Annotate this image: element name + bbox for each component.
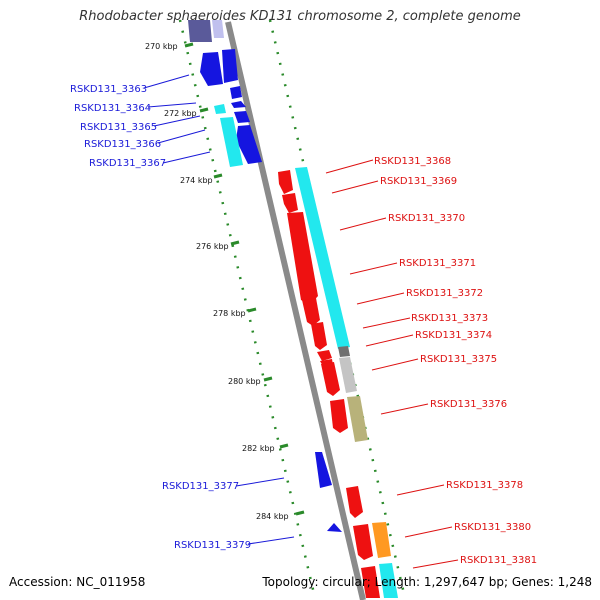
gene-label: RSKD131_3365 <box>80 122 157 133</box>
forward-labels: RSKD131_3368 RSKD131_3369 RSKD131_3370 R… <box>374 156 537 566</box>
cds-3376 <box>330 399 348 433</box>
cds-3367-cyan <box>220 117 243 167</box>
cds-3367 <box>236 125 262 164</box>
kbp-label: 278 kbp <box>213 309 246 318</box>
kbp-label: 282 kbp <box>242 444 275 453</box>
kbp-label: 274 kbp <box>180 176 213 185</box>
cds-3379 <box>327 523 342 532</box>
feature-faded-top <box>188 20 212 42</box>
cds-3364 <box>230 86 242 99</box>
accession-text: Accession: NC_011958 <box>9 575 146 589</box>
cds-3375 <box>321 362 340 396</box>
gene-label: RSKD131_3368 <box>374 156 451 167</box>
cds-3370 <box>287 212 318 305</box>
cds-3371 <box>302 298 320 326</box>
genome-summary-text: Topology: circular; Length: 1,297,647 bp… <box>262 575 592 589</box>
kbp-label: 284 kbp <box>256 512 289 521</box>
gene-label: RSKD131_3367 <box>89 158 166 169</box>
cds-3363-a <box>200 52 223 86</box>
cds-3373 <box>317 350 332 361</box>
cds-3372 <box>311 322 327 350</box>
forward-features <box>278 167 398 598</box>
kbp-label: 276 kbp <box>196 242 229 251</box>
cds-3366 <box>234 111 250 123</box>
genome-backbone <box>225 21 366 600</box>
gene-label: RSKD131_3374 <box>415 330 492 341</box>
gene-label: RSKD131_3369 <box>380 176 457 187</box>
feature-faded-top-2 <box>212 20 224 38</box>
forward-leaders <box>325 159 459 569</box>
gene-label: RSKD131_3375 <box>420 354 497 365</box>
gene-label: RSKD131_3371 <box>399 258 476 269</box>
cds-3380 <box>353 524 373 560</box>
gene-label: RSKD131_3363 <box>70 84 147 95</box>
kbp-labels: 270 kbp 272 kbp 274 kbp 276 kbp 278 kbp … <box>145 42 289 521</box>
cds-3365 <box>231 101 246 108</box>
cds-3365-cyan <box>214 104 226 114</box>
reverse-features <box>200 49 342 532</box>
gene-label: RSKD131_3379 <box>174 540 251 551</box>
gene-label: RSKD131_3370 <box>388 213 465 224</box>
cds-3368 <box>278 170 293 194</box>
feature-gray <box>339 357 357 393</box>
reverse-leaders <box>143 74 295 545</box>
cds-3363-b <box>222 49 238 83</box>
kbp-label: 270 kbp <box>145 42 178 51</box>
gene-label: RSKD131_3376 <box>430 399 507 410</box>
gene-label: RSKD131_3364 <box>74 103 151 114</box>
cds-3381 <box>361 566 380 598</box>
kbp-label: 280 kbp <box>228 377 261 386</box>
gene-label: RSKD131_3380 <box>454 522 531 533</box>
gene-label: RSKD131_3378 <box>446 480 523 491</box>
reverse-labels: RSKD131_3363 RSKD131_3364 RSKD131_3365 R… <box>70 84 251 551</box>
cds-3378 <box>346 486 363 518</box>
feature-olive <box>347 396 368 442</box>
kbp-label: 272 kbp <box>164 109 197 118</box>
feature-cyan-bottom <box>379 563 398 598</box>
kbp-ticks <box>184 42 305 516</box>
gene-label: RSKD131_3377 <box>162 481 239 492</box>
gene-label: RSKD131_3372 <box>406 288 483 299</box>
feature-dark-gray <box>338 346 350 357</box>
feature-cyan-long <box>295 167 350 349</box>
gene-label: RSKD131_3366 <box>84 139 161 150</box>
cds-3377 <box>315 452 332 488</box>
cds-3369 <box>282 193 298 213</box>
feature-orange <box>372 522 391 558</box>
gene-label: RSKD131_3381 <box>460 555 537 566</box>
gene-label: RSKD131_3373 <box>411 313 488 324</box>
